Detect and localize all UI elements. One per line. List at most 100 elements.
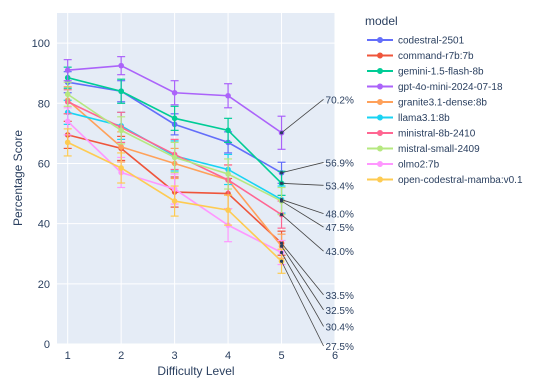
data-point[interactable] — [118, 165, 124, 171]
legend-marker — [377, 37, 383, 43]
data-point[interactable] — [171, 198, 178, 204]
data-point[interactable] — [171, 115, 178, 122]
annotation-leader — [281, 252, 324, 327]
annotation-leader — [281, 162, 324, 174]
legend-label: open-codestral-mamba:v0.1 — [398, 175, 523, 186]
x-tick-label: 1 — [65, 350, 71, 362]
legend-marker — [377, 176, 383, 183]
legend-marker — [377, 68, 383, 74]
y-tick-label: 0 — [44, 339, 50, 351]
data-point[interactable] — [171, 89, 178, 96]
annotation-leader — [281, 199, 324, 214]
x-tick-label: 6 — [332, 350, 338, 362]
annotation-label: 33.5% — [326, 291, 354, 302]
data-point[interactable] — [64, 118, 71, 125]
x-axis-title: Difficulty Level — [157, 364, 234, 378]
x-tick-label: 4 — [225, 350, 231, 362]
annotation-label: 27.5% — [326, 342, 354, 353]
annotation-leader — [281, 242, 324, 296]
x-tick-label: 3 — [172, 350, 178, 362]
legend-label: ministral-8b-2410 — [398, 129, 476, 140]
annotation-leader — [281, 98, 324, 134]
legend-item[interactable]: command-r7b:7b — [367, 51, 474, 62]
x-tick-label: 2 — [118, 350, 124, 362]
legend-label: gemini-1.5-flash-8b — [398, 67, 484, 78]
legend-item[interactable]: gpt-4o-mini-2024-07-18 — [367, 82, 503, 93]
legend-label: llama3.1:8b — [398, 113, 450, 124]
data-point[interactable] — [64, 91, 71, 98]
y-axis-title: Percentage Score — [11, 130, 25, 226]
legend-item[interactable]: open-codestral-mamba:v0.1 — [367, 175, 523, 186]
legend-label: olmo2:7b — [398, 160, 440, 171]
annotation-label: 48.0% — [326, 210, 354, 221]
annotation-anchor — [279, 241, 284, 245]
annotation-leader — [281, 182, 324, 186]
legend-title: model — [365, 14, 398, 28]
legend: model codestral-2501 command-r7b:7b gemini… — [365, 14, 523, 186]
annotation-label: 70.2% — [326, 95, 354, 106]
annotation-label: 32.5% — [326, 306, 354, 317]
annotation-leader — [281, 200, 324, 228]
series-gpt-4o-mini-2024-07-18 — [63, 56, 286, 150]
legend-marker — [377, 130, 383, 136]
annotation-label: 53.4% — [326, 181, 354, 192]
legend-item[interactable]: llama3.1:8b — [367, 113, 450, 124]
legend-marker — [377, 145, 383, 152]
y-tick-label: 60 — [38, 158, 50, 170]
data-point[interactable] — [171, 154, 178, 161]
legend-label: command-r7b:7b — [398, 51, 474, 62]
data-point[interactable] — [225, 92, 231, 99]
legend-label: mistral-small-2409 — [398, 144, 480, 155]
annotation-anchor — [279, 181, 284, 185]
annotation-leader — [281, 214, 324, 252]
x-axis-ticks: 1 2 3 4 5 6 — [65, 350, 338, 362]
legend-marker — [377, 83, 383, 90]
y-axis-ticks: 0 20 40 60 80 100 — [32, 38, 50, 351]
y-tick-label: 80 — [38, 98, 50, 110]
legend-label: gpt-4o-mini-2024-07-18 — [398, 82, 503, 93]
y-tick-label: 100 — [32, 38, 50, 50]
data-point[interactable] — [225, 127, 231, 134]
annotation-anchor — [279, 199, 284, 203]
annotation-anchor — [279, 244, 284, 248]
annotation-label: 56.9% — [326, 158, 354, 169]
annotation-anchor — [279, 250, 284, 255]
annotation-anchor — [279, 171, 284, 175]
legend-item[interactable]: mistral-small-2409 — [367, 144, 480, 155]
data-point[interactable] — [118, 127, 124, 134]
data-point[interactable] — [118, 144, 124, 150]
annotation-label: 43.0% — [326, 247, 354, 258]
legend-label: codestral-2501 — [398, 36, 465, 47]
legend-item[interactable]: ministral-8b-2410 — [367, 129, 476, 140]
legend-item[interactable]: olmo2:7b — [367, 160, 440, 171]
data-point[interactable] — [118, 88, 124, 95]
y-tick-label: 20 — [38, 279, 50, 291]
legend-marker — [377, 99, 383, 105]
annotation-leader — [281, 261, 324, 347]
annotation-anchor — [279, 259, 284, 263]
annotation-label: 30.4% — [326, 322, 354, 333]
legend-item[interactable]: gemini-1.5-flash-8b — [367, 67, 484, 78]
legend-item[interactable]: codestral-2501 — [367, 36, 465, 47]
legend-marker — [377, 52, 383, 59]
x-tick-label: 5 — [278, 350, 284, 362]
data-point[interactable] — [118, 62, 124, 69]
legend-marker — [377, 114, 383, 121]
data-point[interactable] — [225, 171, 231, 177]
data-point[interactable] — [64, 139, 71, 146]
series-layer — [63, 56, 286, 274]
annotation-leader — [281, 245, 324, 311]
y-tick-label: 40 — [38, 219, 50, 231]
annotation-anchor — [279, 131, 284, 135]
data-point[interactable] — [64, 67, 71, 73]
plot-background — [57, 13, 335, 344]
legend-item[interactable]: granite3.1-dense:8b — [367, 98, 487, 109]
annotation-anchor — [279, 213, 284, 217]
legend-label: granite3.1-dense:8b — [398, 98, 487, 109]
legend-marker — [377, 161, 383, 167]
annotation-layer: 70.2% 56.9% 53.4% 48.0% 47.5% 43.0% 33.5% 32.5%… — [279, 95, 354, 353]
annotation-label: 47.5% — [326, 223, 354, 234]
data-point[interactable] — [225, 207, 231, 213]
